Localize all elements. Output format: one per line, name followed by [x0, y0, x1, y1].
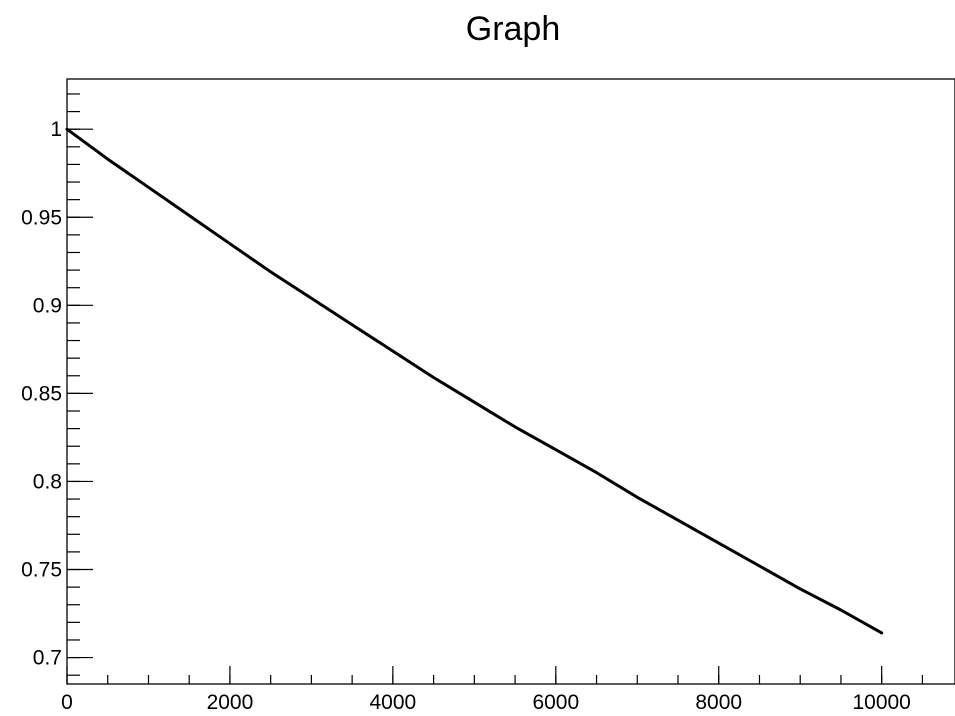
y-tick-label: 1: [50, 118, 62, 141]
chart-title: Graph: [466, 10, 561, 48]
series-line: [65, 127, 884, 635]
x-tick-label: 8000: [695, 691, 742, 714]
y-tick-label: 0.8: [33, 470, 62, 493]
y-axis: 0.7 0.75 0.8 0.85 0.9 0.95 1: [21, 93, 93, 676]
x-axis: 0 2000 4000 6000 8000 10000: [61, 666, 924, 714]
series-layer: [65, 127, 884, 635]
x-tick-label: 2000: [207, 691, 254, 714]
y-tick-label: 0.9: [33, 294, 62, 317]
y-tick-label: 0.95: [21, 206, 62, 229]
y-tick-label: 0.75: [21, 559, 62, 582]
x-tick-label: 4000: [370, 691, 417, 714]
plot-frame: [66, 78, 955, 685]
y-tick-label: 0.85: [21, 382, 62, 405]
x-tick-label: 6000: [532, 691, 579, 714]
y-tick-label: 0.7: [33, 647, 62, 670]
x-tick-label: 10000: [852, 691, 910, 714]
x-tick-label: 0: [61, 691, 73, 714]
